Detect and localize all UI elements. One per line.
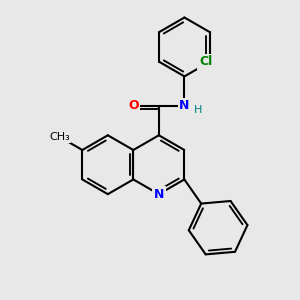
Text: O: O [128,99,139,112]
Text: CH₃: CH₃ [49,132,70,142]
Text: H: H [194,105,202,115]
Text: N: N [179,99,190,112]
Text: N: N [154,188,164,201]
Text: Cl: Cl [199,55,212,68]
